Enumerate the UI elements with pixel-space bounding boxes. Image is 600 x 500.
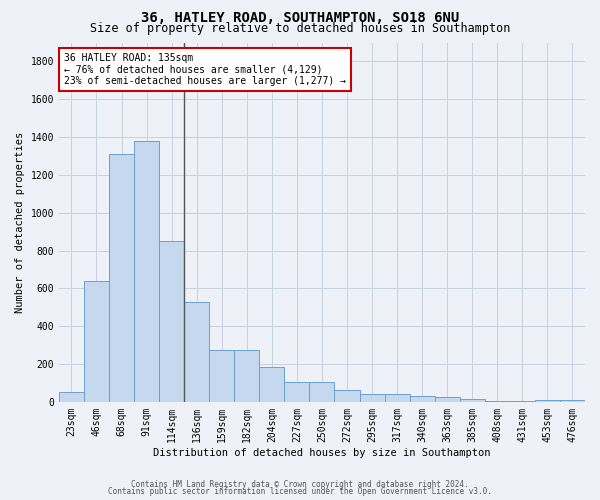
Bar: [159, 241, 184, 402]
Text: Size of property relative to detached houses in Southampton: Size of property relative to detached ho…: [90, 22, 510, 35]
Bar: [259, 367, 284, 402]
Bar: [234, 350, 259, 402]
Bar: [109, 154, 134, 402]
Bar: [284, 382, 310, 402]
Bar: [385, 394, 410, 402]
Bar: [184, 302, 209, 402]
Bar: [535, 400, 560, 402]
Bar: [334, 390, 359, 402]
Text: Contains public sector information licensed under the Open Government Licence v3: Contains public sector information licen…: [108, 487, 492, 496]
Bar: [485, 401, 510, 402]
Y-axis label: Number of detached properties: Number of detached properties: [15, 132, 25, 313]
Bar: [59, 392, 84, 402]
Bar: [84, 281, 109, 402]
Bar: [134, 141, 159, 402]
X-axis label: Distribution of detached houses by size in Southampton: Distribution of detached houses by size …: [153, 448, 491, 458]
Bar: [434, 397, 460, 402]
Text: Contains HM Land Registry data © Crown copyright and database right 2024.: Contains HM Land Registry data © Crown c…: [131, 480, 469, 489]
Bar: [359, 394, 385, 402]
Bar: [410, 396, 434, 402]
Text: 36, HATLEY ROAD, SOUTHAMPTON, SO18 6NU: 36, HATLEY ROAD, SOUTHAMPTON, SO18 6NU: [141, 11, 459, 25]
Text: 36 HATLEY ROAD: 135sqm
← 76% of detached houses are smaller (4,129)
23% of semi-: 36 HATLEY ROAD: 135sqm ← 76% of detached…: [64, 54, 346, 86]
Bar: [560, 400, 585, 402]
Bar: [510, 401, 535, 402]
Bar: [460, 399, 485, 402]
Bar: [310, 382, 334, 402]
Bar: [209, 350, 234, 402]
